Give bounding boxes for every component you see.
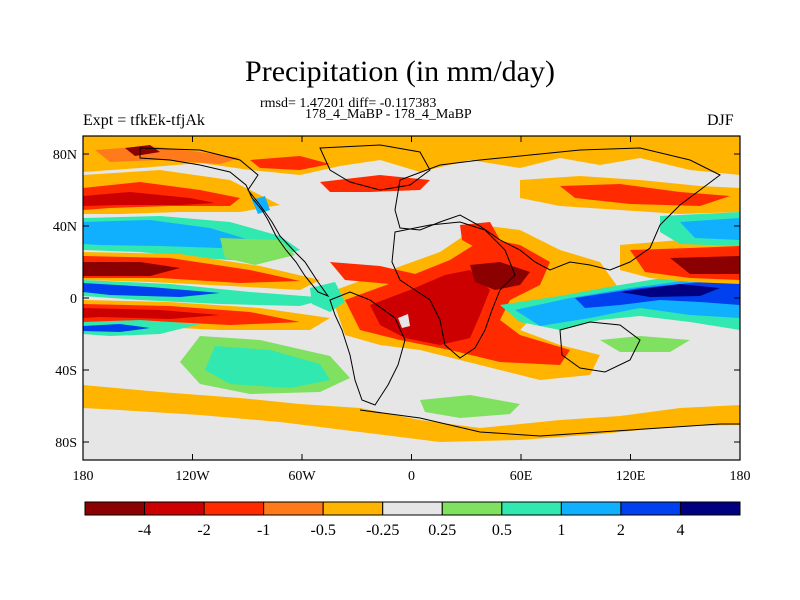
colorbar-swatch xyxy=(679,501,741,516)
coastline-eurasia xyxy=(394,147,721,271)
colorbar-label: 0.5 xyxy=(492,522,512,539)
field-region xyxy=(250,156,330,170)
colorbar-swatch xyxy=(441,501,503,516)
field-region xyxy=(330,262,420,284)
colorbar-label: 4 xyxy=(676,522,684,539)
lon-tick-label: 60W xyxy=(288,469,316,484)
lat-tick-label: 40S xyxy=(55,364,77,379)
coastline-north-america xyxy=(139,147,330,298)
colorbar-label: -0.5 xyxy=(311,522,336,539)
precipitation-field xyxy=(83,136,740,460)
field-region xyxy=(83,136,740,175)
colorbar-label: -0.25 xyxy=(366,522,399,539)
field-region xyxy=(398,314,410,328)
map-axes: 80N 40N 0 40S 80S 180 120W 60W 0 60E 120E 180 xyxy=(53,136,751,484)
colorbar-label: -1 xyxy=(257,522,270,539)
coastline-africa xyxy=(391,221,516,359)
field-region xyxy=(83,385,740,442)
field-region xyxy=(680,218,740,240)
field-region xyxy=(83,192,215,206)
colorbar-label: 1 xyxy=(557,522,565,539)
colorbar-swatch xyxy=(84,501,146,516)
field-region xyxy=(205,346,330,388)
lat-tick-label: 0 xyxy=(70,292,77,307)
coastlines xyxy=(139,144,740,437)
field-region xyxy=(83,283,220,297)
field-region xyxy=(620,284,720,297)
lat-tick-label: 40N xyxy=(53,220,77,235)
lon-tick-label: 120W xyxy=(175,469,210,484)
field-region xyxy=(83,308,220,319)
field-region xyxy=(600,336,690,352)
lon-tick-label: 180 xyxy=(73,469,94,484)
coastline-greenland xyxy=(319,144,431,191)
colorbar-swatch xyxy=(501,501,562,516)
colorbar-swatch xyxy=(620,501,681,516)
expt-label: Expt = tfkEk-tfjAk xyxy=(83,112,205,129)
colorbar-swatch xyxy=(144,501,205,516)
lat-tick-label: 80S xyxy=(55,436,77,451)
colorbar-label: 2 xyxy=(617,522,625,539)
field-region xyxy=(420,395,520,418)
lat-tick-label: 80N xyxy=(53,148,77,163)
coastline-south-america xyxy=(329,291,406,406)
lon-tick-label: 60E xyxy=(510,469,533,484)
colorbar-label: -2 xyxy=(197,522,210,539)
field-region xyxy=(83,324,150,332)
lon-tick-label: 120E xyxy=(616,469,646,484)
season-label: DJF xyxy=(707,112,734,129)
field-region xyxy=(460,222,500,250)
colorbar-swatch xyxy=(203,501,265,516)
experiment-name: 178_4_MaBP - 178_4_MaBP xyxy=(305,107,472,122)
lon-tick-label: 0 xyxy=(408,469,415,484)
colorbar-label: -4 xyxy=(138,522,151,539)
lon-tick-label: 180 xyxy=(730,469,751,484)
colorbar-label: 0.25 xyxy=(428,522,456,539)
stats-line: rmsd= 1.47201 diff= -0.117383 xyxy=(260,96,437,111)
plot-title: Precipitation (in mm/day) xyxy=(245,55,555,88)
colorbar-swatch xyxy=(560,501,622,516)
colorbar-swatch xyxy=(382,501,443,516)
coastline-australia xyxy=(559,321,641,373)
field-region xyxy=(83,220,250,248)
field-region xyxy=(125,145,160,156)
field-region xyxy=(670,256,740,274)
field-region xyxy=(220,238,295,265)
field-region xyxy=(470,262,530,290)
coastline-antarctica xyxy=(359,409,740,437)
field-region xyxy=(310,282,345,312)
colorbar-swatch xyxy=(322,501,384,516)
colorbar: -4 -2 -1 -0.5 -0.25 0.25 0.5 1 2 4 xyxy=(84,501,741,539)
field-region xyxy=(370,270,490,345)
field-region xyxy=(83,262,180,276)
field-region xyxy=(560,184,730,206)
colorbar-swatch xyxy=(263,501,324,516)
